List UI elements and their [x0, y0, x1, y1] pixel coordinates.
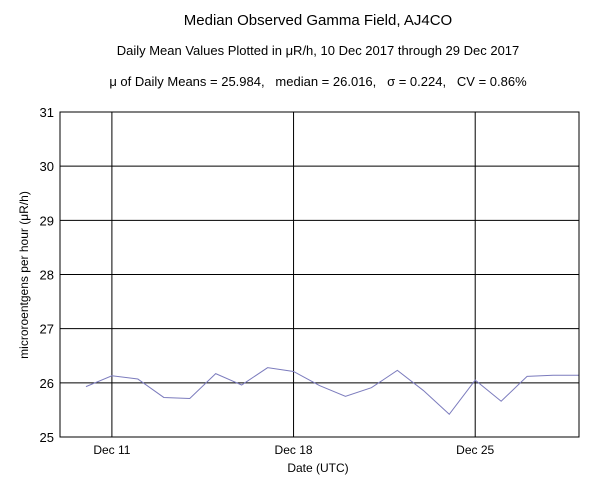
- y-tick-label-29: 29: [40, 213, 54, 228]
- y-tick-label-27: 27: [40, 322, 54, 337]
- chart-stats-line: μ of Daily Means = 25.984, median = 26.0…: [109, 74, 527, 89]
- y-tick-label-31: 31: [40, 105, 54, 120]
- x-axis-label: Date (UTC): [287, 461, 348, 475]
- x-tick-label-2017-12-25: Dec 25: [456, 443, 494, 457]
- x-tick-labels: Dec 11 Dec 18 Dec 25: [93, 443, 494, 457]
- plot-area-frame: [59, 111, 580, 438]
- x-tick-label-2017-12-11: Dec 11: [93, 443, 130, 457]
- y-axis-label: microroentgens per hour (μR/h): [17, 191, 31, 359]
- series-layer: [85, 367, 579, 415]
- series-line-0: [85, 367, 579, 415]
- y-tick-label-30: 30: [40, 159, 54, 174]
- x-tick-label-2017-12-18: Dec 18: [275, 443, 313, 457]
- chart-subtitle: Daily Mean Values Plotted in μR/h, 10 De…: [117, 43, 520, 58]
- y-tick-labels: 25 26 27 28 29 30 31: [40, 105, 54, 445]
- grid-layer: [60, 112, 579, 437]
- y-tick-label-26: 26: [40, 376, 54, 391]
- y-tick-label-25: 25: [40, 430, 54, 445]
- y-tick-label-28: 28: [40, 268, 54, 283]
- chart-title: Median Observed Gamma Field, AJ4CO: [184, 12, 452, 29]
